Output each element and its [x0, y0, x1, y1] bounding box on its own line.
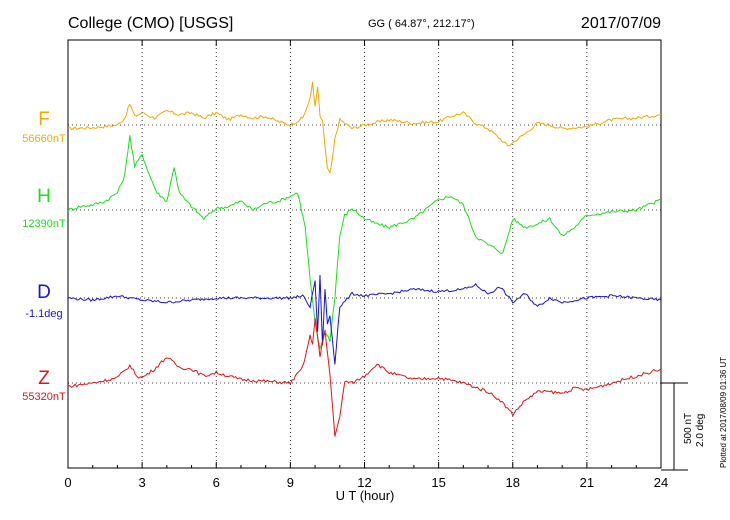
x-tick-label-21: 21 [580, 475, 594, 490]
x-tick-label-0: 0 [64, 475, 71, 490]
x-tick-label-18: 18 [506, 475, 520, 490]
x-tick-label-6: 6 [213, 475, 220, 490]
station-title: College (CMO) [USGS] [68, 15, 233, 32]
series-line-F [67, 81, 662, 175]
channel-name-H: H [37, 186, 51, 207]
series-line-D [67, 275, 662, 365]
channel-labels: F 56660nT H 12390nT D -1.1deg Z 55320nT [22, 109, 66, 403]
channel-baseline-Z: 55320nT [22, 391, 66, 403]
x-ticks: 0 3 6 9 12 15 18 21 24 [64, 40, 668, 490]
x-tick-label-9: 9 [287, 475, 294, 490]
x-tick-label-12: 12 [357, 475, 371, 490]
scale-deg-label: 2.0 deg [695, 414, 706, 447]
x-axis-label: U T (hour) [336, 488, 395, 503]
series-lines [67, 81, 662, 437]
series-line-H [67, 135, 662, 350]
grid [68, 40, 661, 468]
plotted-timestamp: Plotted at 2017/08/09 01:36 UT [719, 357, 728, 468]
date-label: 2017/07/09 [581, 15, 661, 32]
channel-baseline-D: -1.1deg [25, 308, 62, 320]
channel-name-D: D [37, 282, 51, 303]
series-line-Z [67, 318, 662, 437]
x-tick-label-24: 24 [654, 475, 668, 490]
channel-name-Z: Z [38, 368, 50, 389]
coordinates-label: GG ( 64.87°, 212.17°) [368, 18, 475, 30]
channel-name-F: F [38, 109, 50, 130]
channel-baseline-F: 56660nT [22, 133, 66, 145]
x-tick-label-3: 3 [139, 475, 146, 490]
x-tick-label-15: 15 [431, 475, 445, 490]
scale-bar: 500 nT 2.0 deg [661, 382, 706, 471]
channel-baseline-H: 12390nT [22, 218, 66, 230]
scale-nT-label: 500 nT [683, 413, 694, 444]
